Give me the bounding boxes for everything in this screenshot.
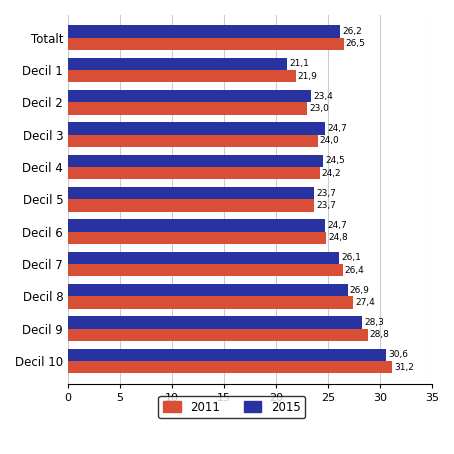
Bar bbox=[68, 349, 386, 361]
Bar bbox=[68, 284, 348, 296]
Text: 23,0: 23,0 bbox=[309, 104, 329, 113]
Text: 23,7: 23,7 bbox=[316, 189, 336, 198]
Bar bbox=[68, 199, 315, 212]
Bar bbox=[68, 232, 326, 244]
Bar bbox=[68, 155, 323, 167]
Text: 30,6: 30,6 bbox=[388, 350, 408, 360]
Text: 24,7: 24,7 bbox=[327, 221, 347, 230]
Bar bbox=[68, 135, 318, 147]
Bar bbox=[68, 90, 311, 102]
Text: 23,7: 23,7 bbox=[316, 201, 336, 210]
Text: 24,0: 24,0 bbox=[320, 136, 340, 145]
Text: 27,4: 27,4 bbox=[355, 298, 375, 307]
Text: 26,2: 26,2 bbox=[343, 27, 362, 36]
Bar bbox=[68, 316, 362, 329]
Bar bbox=[68, 219, 325, 232]
Bar bbox=[68, 25, 340, 38]
Bar bbox=[68, 361, 392, 373]
Text: 24,7: 24,7 bbox=[327, 124, 347, 133]
Text: 21,1: 21,1 bbox=[290, 59, 309, 69]
Text: 26,5: 26,5 bbox=[345, 39, 365, 48]
Text: 26,9: 26,9 bbox=[350, 286, 370, 295]
Bar bbox=[68, 264, 343, 276]
Text: 28,8: 28,8 bbox=[370, 331, 390, 340]
Bar bbox=[68, 187, 315, 199]
Text: 24,2: 24,2 bbox=[322, 169, 341, 178]
Text: 21,9: 21,9 bbox=[298, 72, 318, 81]
Bar bbox=[68, 70, 296, 82]
Bar bbox=[68, 252, 340, 264]
Text: 24,5: 24,5 bbox=[325, 156, 345, 165]
Text: 31,2: 31,2 bbox=[395, 363, 415, 372]
Text: 28,3: 28,3 bbox=[365, 318, 384, 327]
Text: 24,8: 24,8 bbox=[328, 233, 348, 242]
Bar bbox=[68, 329, 368, 341]
Text: 26,1: 26,1 bbox=[341, 253, 361, 262]
Bar bbox=[68, 102, 307, 114]
Text: 26,4: 26,4 bbox=[345, 266, 365, 275]
Legend: 2011, 2015: 2011, 2015 bbox=[158, 396, 305, 419]
Text: 23,4: 23,4 bbox=[313, 92, 333, 101]
Bar bbox=[68, 123, 325, 135]
Bar bbox=[68, 167, 320, 179]
Bar bbox=[68, 38, 344, 50]
Bar bbox=[68, 58, 287, 70]
Bar bbox=[68, 296, 353, 309]
